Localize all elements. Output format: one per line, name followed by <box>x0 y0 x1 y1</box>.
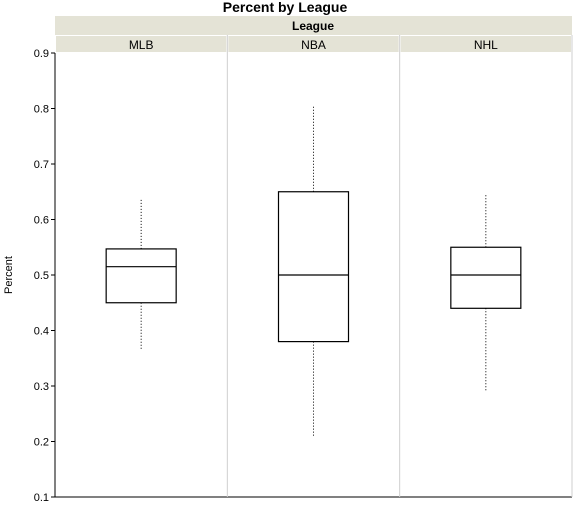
y-tick-label: 0.6 <box>34 215 49 227</box>
y-tick-label: 0.7 <box>34 159 49 171</box>
box-mlb <box>105 199 177 350</box>
category-header-nba <box>228 36 399 52</box>
league-header-band <box>55 16 572 35</box>
iqr-box <box>450 246 522 309</box>
y-tick-label: 0.5 <box>34 270 49 282</box>
y-tick-label: 0.2 <box>34 437 49 449</box>
category-header-nhl <box>400 36 571 52</box>
category-label-mlb: MLB <box>129 38 154 52</box>
iqr-box <box>105 248 177 304</box>
category-header-mlb <box>56 36 227 52</box>
iqr-box <box>277 191 350 343</box>
y-axis-label: Percent <box>3 256 15 294</box>
header-bar: League <box>55 16 572 35</box>
league-header-label: League <box>292 19 334 33</box>
y-tick-label: 0.4 <box>34 326 49 338</box>
box-nba <box>277 105 350 436</box>
y-tick-label: 0.3 <box>34 381 49 393</box>
y-tick-label: 0.9 <box>34 48 49 60</box>
box-nhl <box>450 193 522 392</box>
chart-title: Percent by League <box>223 0 348 15</box>
category-label-nba: NBA <box>301 38 326 52</box>
category-label-nhl: NHL <box>474 38 498 52</box>
y-tick-label: 0.8 <box>34 104 49 116</box>
y-tick-label: 0.1 <box>34 492 49 504</box>
